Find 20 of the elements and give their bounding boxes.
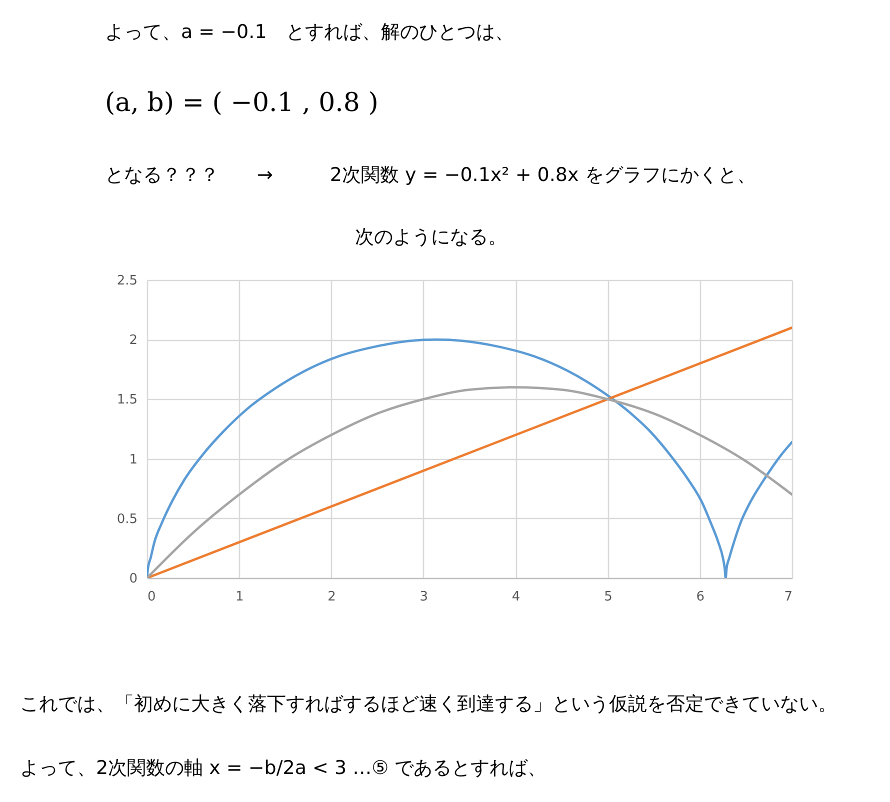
- x-tick-label: 2: [328, 590, 336, 604]
- text: これでは、「初めに大きく落下すればするほど速く到達する」という仮説を否定できていない。: [20, 693, 837, 715]
- text: となる？？？ → 2次関数 y = −0.1x² + 0.8x をグラフにかくと、: [105, 164, 756, 186]
- x-tick-label: 7: [784, 590, 792, 604]
- text: (a, b) = ( −0.1 , 0.8 ): [105, 88, 378, 118]
- y-tick-label: 1: [129, 452, 138, 468]
- x-tick-label: 4: [512, 590, 520, 604]
- y-tick-label: 2.5: [116, 274, 138, 288]
- y-tick-label: 2: [129, 333, 138, 348]
- text: 次のようになる。: [355, 226, 507, 248]
- x-tick-label: 0: [148, 590, 156, 604]
- x-tick-label: 1: [236, 590, 244, 604]
- y-tick-label: 0: [129, 572, 138, 586]
- text: よって、2次関数の軸 x = −b/2a < 3 …⑤ であるとすれば、: [20, 757, 547, 779]
- x-tick-label: 5: [604, 590, 612, 604]
- y-tick-label: 0.5: [116, 512, 138, 527]
- x-tick-label: 6: [696, 590, 704, 604]
- text: よって、a = −0.1 とすれば、解のひとつは、: [105, 21, 514, 43]
- x-tick-label: 3: [420, 590, 428, 604]
- y-tick-label: 1.5: [116, 392, 138, 408]
